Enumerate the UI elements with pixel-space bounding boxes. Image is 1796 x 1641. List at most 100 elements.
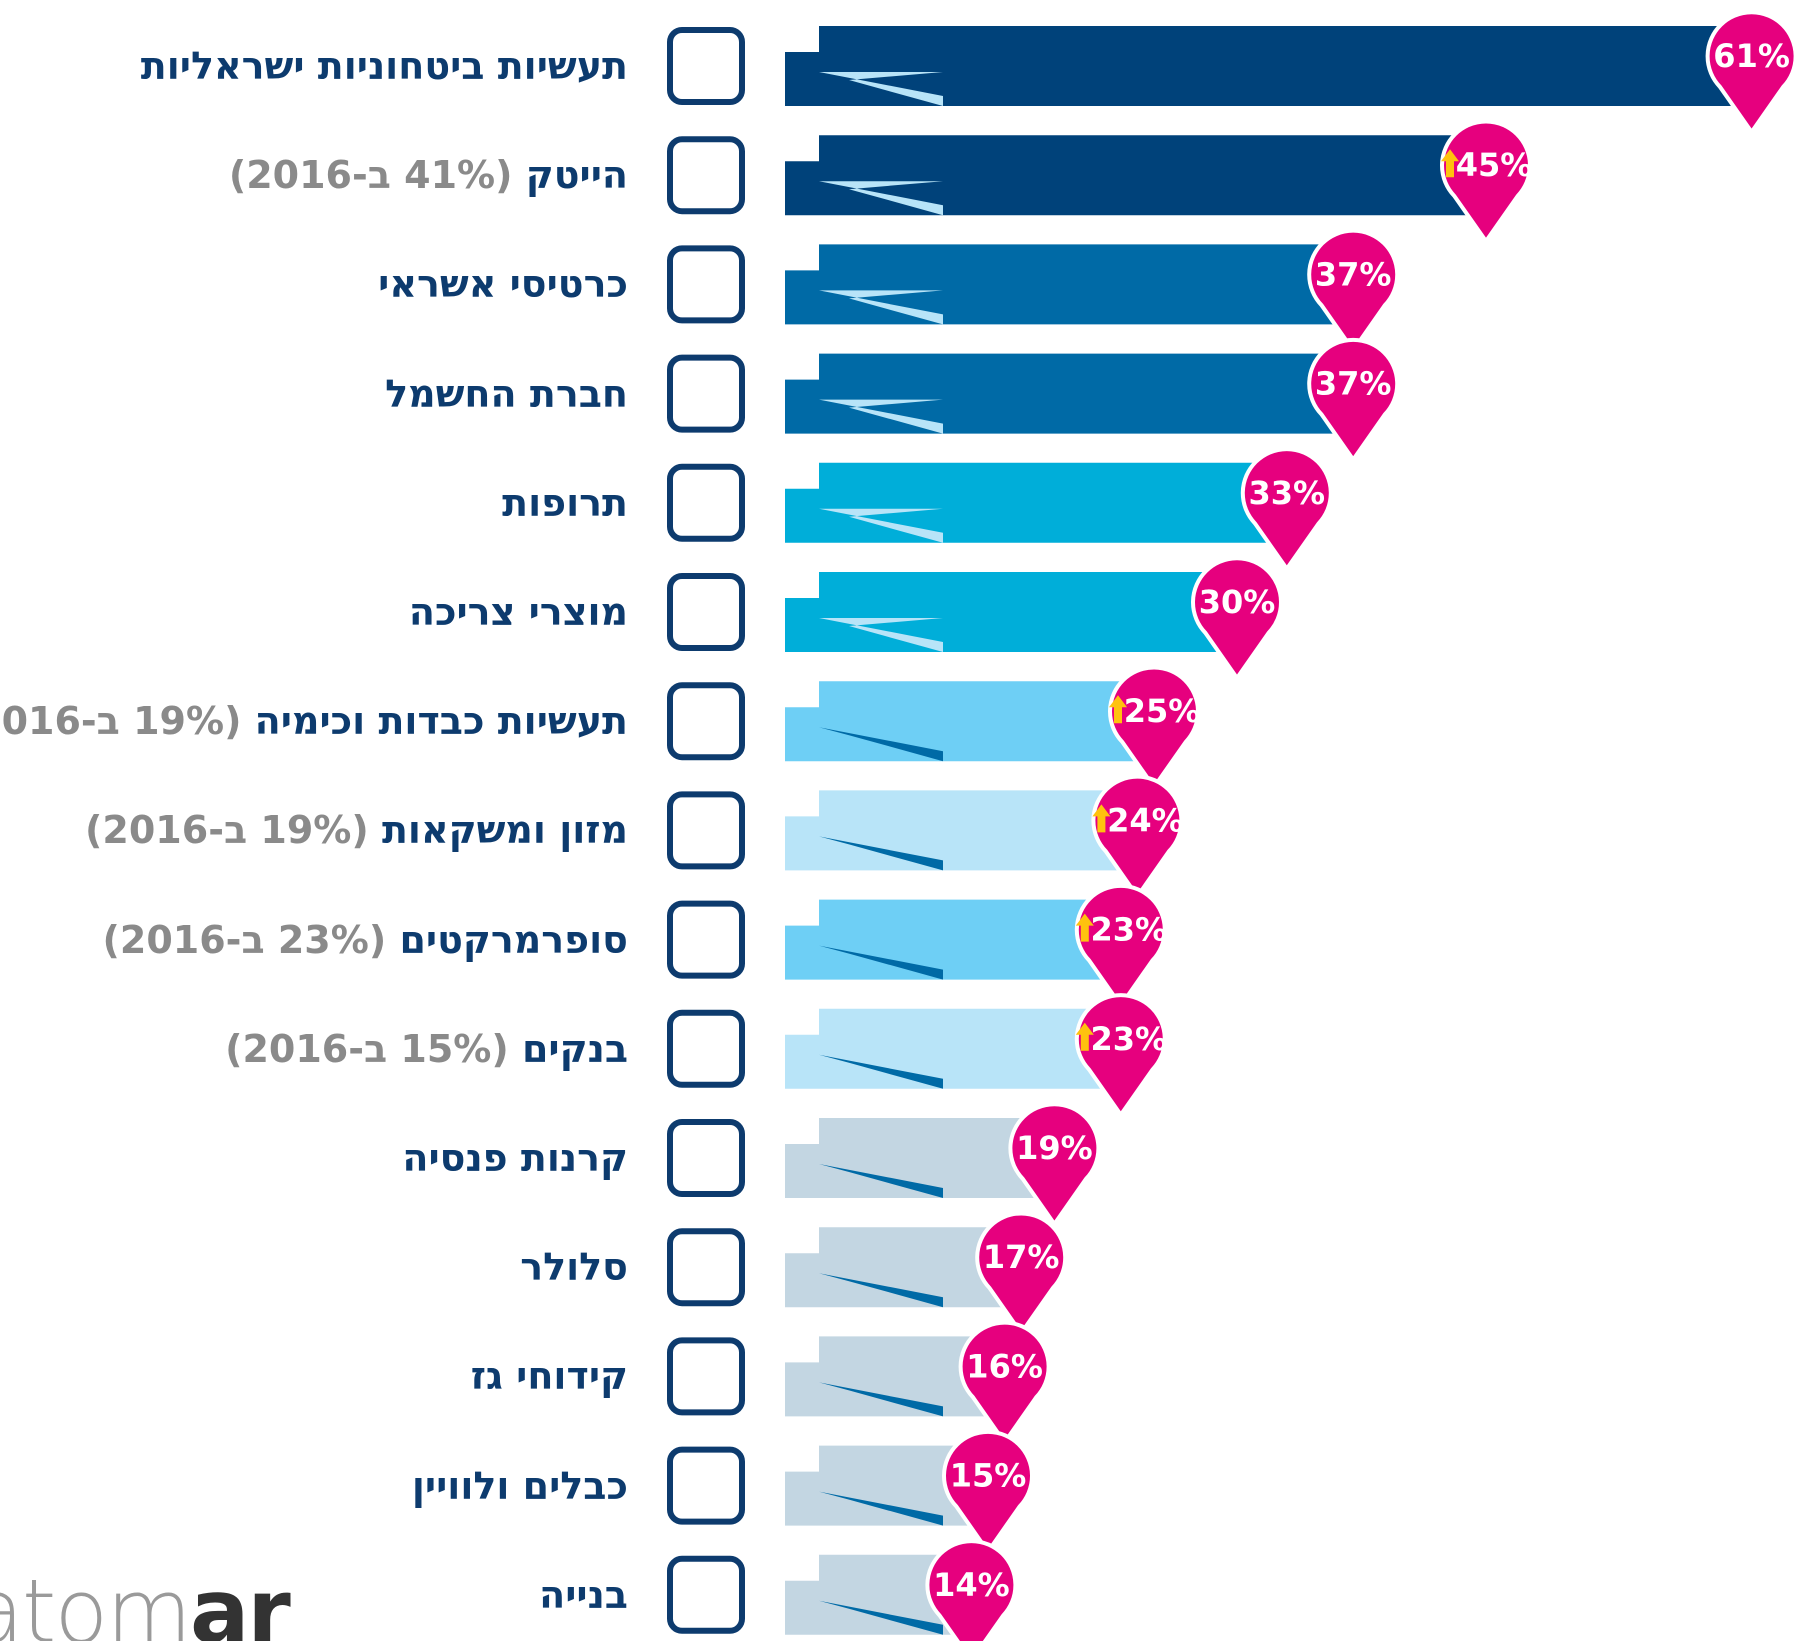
- pin: 45%: [1440, 119, 1533, 245]
- category-note: (19% ב-2016): [85, 808, 369, 853]
- data-label: 33%: [1249, 474, 1326, 512]
- pin: 15%: [942, 1429, 1034, 1556]
- pin: 33%: [1240, 447, 1333, 573]
- category-name: תרופות: [502, 480, 628, 525]
- trend-arrow: [1075, 1022, 1094, 1051]
- pin: 24%: [1091, 774, 1184, 900]
- category-label: כבלים ולוויין: [412, 1464, 628, 1508]
- bar: [785, 26, 1752, 106]
- bar: [785, 899, 1121, 980]
- category-name: תעשיות כבדות וכימיה: [254, 699, 628, 744]
- pin: 14%: [925, 1539, 1018, 1641]
- pin-shape: [1307, 337, 1400, 464]
- pin-shape: [942, 1429, 1034, 1556]
- icon: [667, 1009, 745, 1088]
- category-label: קרנות פנסיה: [402, 1136, 628, 1180]
- icon: [667, 354, 745, 433]
- category-label: תעשיות כבדות וכימיה (19% ב-2016): [0, 699, 628, 743]
- category-label: תרופות: [502, 481, 628, 525]
- bar: [785, 353, 1354, 434]
- icon: [667, 1228, 745, 1307]
- bar: [785, 1445, 988, 1526]
- pin: 37%: [1307, 337, 1400, 464]
- pin: 23%: [1074, 993, 1168, 1119]
- pin: 23%: [1074, 883, 1168, 1010]
- category-label: סלולר: [520, 1245, 628, 1289]
- category-label: כרטיסי אשראי: [378, 262, 628, 306]
- pin: 19%: [1008, 1102, 1101, 1228]
- pin: 30%: [1191, 556, 1283, 682]
- data-label: 37%: [1315, 255, 1392, 293]
- data-label: 16%: [966, 1347, 1043, 1385]
- category-name: קרנות פנסיה: [402, 1136, 628, 1180]
- category-label: מזון ומשקאות (19% ב-2016): [85, 808, 628, 852]
- bar: [785, 1118, 1055, 1198]
- pin-shape: [1240, 447, 1333, 573]
- data-label: 14%: [933, 1566, 1010, 1604]
- icon: [667, 1555, 745, 1634]
- category-note: (41% ב-2016): [228, 153, 513, 198]
- pin-shape: [1108, 665, 1200, 791]
- pin-shape: [1091, 774, 1184, 900]
- bar: [785, 1008, 1121, 1089]
- icon: [667, 1446, 745, 1525]
- logo-light: atom: [0, 1560, 192, 1641]
- category-label: מוצרי צריכה: [409, 590, 628, 634]
- bar: [785, 244, 1354, 325]
- pin-shape: [1705, 10, 1796, 136]
- bar: [785, 1227, 1022, 1308]
- category-label: קידוחי גז: [471, 1354, 628, 1398]
- category-name: בנייה: [539, 1572, 628, 1617]
- category-note: (19% ב-2016): [0, 699, 242, 744]
- data-label: 30%: [1199, 583, 1276, 621]
- pin-shape: [958, 1320, 1051, 1446]
- category-label: בנייה: [539, 1573, 628, 1617]
- pin-shape: [1074, 993, 1167, 1119]
- category-note: (23% ב-2016): [102, 917, 387, 962]
- pin: 25%: [1108, 665, 1201, 791]
- pin: 17%: [975, 1211, 1068, 1337]
- category-note: (15% ב-2016): [225, 1026, 509, 1071]
- category-name: סלולר: [520, 1245, 628, 1290]
- bar: [785, 572, 1237, 652]
- category-label: בנקים (15% ב-2016): [225, 1027, 628, 1071]
- bar: [785, 681, 1154, 762]
- category-name: בנקים: [521, 1026, 628, 1071]
- pin-shape: [1008, 1102, 1101, 1228]
- pin: 37%: [1307, 228, 1400, 354]
- data-label: 45%: [1456, 146, 1533, 184]
- data-label: 23%: [1091, 911, 1168, 949]
- bar: [785, 1336, 1005, 1417]
- icon: [667, 136, 745, 215]
- icon: [667, 245, 745, 324]
- logo: atomar: [0, 1560, 291, 1641]
- data-label: 25%: [1124, 692, 1201, 730]
- category-name: תעשיות ביטחוניות ישראליות: [140, 44, 628, 88]
- icon: [667, 791, 745, 870]
- category-label: תעשיות ביטחוניות ישראליות: [141, 44, 628, 88]
- category-name: מזון ומשקאות: [381, 808, 628, 853]
- trend-arrow: [1441, 149, 1459, 178]
- category-name: הייטק: [525, 153, 628, 198]
- data-label: 24%: [1107, 801, 1184, 839]
- bar: [785, 462, 1287, 543]
- bar: [785, 1554, 972, 1635]
- icon: [667, 1337, 745, 1416]
- category-label: חברת החשמל: [385, 372, 628, 416]
- pin: 16%: [958, 1320, 1051, 1446]
- data-label: 19%: [1016, 1129, 1093, 1167]
- trend-arrow: [1092, 804, 1111, 833]
- category-name: כבלים ולוויין: [411, 1463, 628, 1508]
- icon: [667, 900, 745, 979]
- pin-shape: [925, 1539, 1018, 1641]
- category-name: מוצרי צריכה: [408, 590, 628, 634]
- data-label: 17%: [983, 1238, 1060, 1276]
- pin: 61%: [1705, 10, 1796, 136]
- data-label: 15%: [950, 1457, 1027, 1495]
- data-label: 23%: [1091, 1020, 1168, 1058]
- icon: [667, 1119, 745, 1197]
- category-name: כרטיסי אשראי: [378, 262, 628, 307]
- trend-arrow: [1075, 913, 1094, 942]
